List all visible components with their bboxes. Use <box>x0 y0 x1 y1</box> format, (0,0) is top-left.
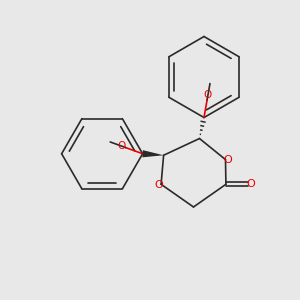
Polygon shape <box>142 150 164 157</box>
Text: O: O <box>117 141 126 151</box>
Text: O: O <box>247 179 256 189</box>
Text: O: O <box>154 180 164 190</box>
Text: O: O <box>204 90 212 100</box>
Text: O: O <box>223 154 232 165</box>
